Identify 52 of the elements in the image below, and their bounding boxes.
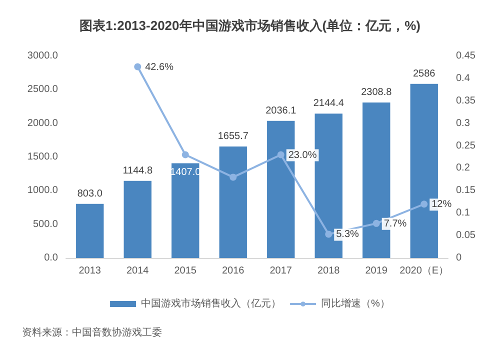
y2-tick-label: 0 <box>456 252 462 264</box>
point <box>372 220 380 227</box>
x-tick-label: 2013 <box>78 266 102 276</box>
y2-tick-label: 0.05 <box>456 230 476 242</box>
bar <box>219 146 247 258</box>
legend-label: 同比增速（%） <box>321 298 390 310</box>
text: 资料来源：中国音数协游戏工委 <box>22 326 162 338</box>
data-label: 803.0 <box>77 188 103 200</box>
x-tick-label: 2016 <box>222 266 245 276</box>
point <box>134 63 142 70</box>
y-tick-label: 2000.0 <box>27 118 58 129</box>
y-tick-label: 0.0 <box>44 252 58 264</box>
data-label: 2036.1 <box>266 105 297 116</box>
y-tick-label: 2500.0 <box>27 84 58 96</box>
y2-tick-label: 0.4 <box>456 72 470 84</box>
data-label: 42.6% <box>145 62 174 73</box>
x-tick-label: 2017 <box>270 266 292 276</box>
y-tick-label: 3000.0 <box>27 50 58 62</box>
point <box>277 151 284 158</box>
y2-tick-label: 0.1 <box>456 208 470 219</box>
x-tick-label: 2014 <box>126 266 150 276</box>
bar <box>124 180 152 258</box>
point <box>182 151 189 158</box>
bar <box>172 163 200 258</box>
y2-tick-label: 0.35 <box>456 95 476 106</box>
data-label: 2144.4 <box>313 98 344 110</box>
data-label: 23.0% <box>288 150 317 161</box>
y2-tick-label: 0.45 <box>456 50 476 62</box>
data-label: 1144.8 <box>122 165 153 176</box>
point <box>230 174 237 181</box>
y-tick-label: 1000.0 <box>27 185 58 196</box>
x-tick-label: 2019 <box>365 266 388 276</box>
y2-tick-label: 0.25 <box>456 140 476 152</box>
y2-tick-label: 0.2 <box>456 162 470 174</box>
x-tick-label: 2018 <box>318 266 340 276</box>
data-label: 2586 <box>413 68 436 80</box>
x-tick-label: 2020（E） <box>400 266 449 276</box>
data-label: 12% <box>432 199 452 210</box>
y-tick-label: 500.0 <box>32 218 58 230</box>
y-tick-label: 1500.0 <box>27 152 58 162</box>
bar <box>76 204 104 258</box>
data-label: 2308.8 <box>361 87 392 98</box>
data-label: 1655.7 <box>218 131 249 142</box>
chart-title: 图表1:2013-2020年中国游戏市场销售收入(单位：亿元，%) <box>80 18 420 33</box>
y2-tick-label: 0.3 <box>456 118 470 129</box>
point <box>325 230 332 238</box>
legend-label: 中国游戏市场销售收入（亿元） <box>141 298 282 310</box>
y2-tick-label: 0.15 <box>456 185 476 196</box>
point <box>420 200 428 208</box>
data-label: 7.7% <box>384 218 407 230</box>
x-tick-label: 2015 <box>174 266 197 276</box>
data-label: 5.3% <box>336 229 360 240</box>
